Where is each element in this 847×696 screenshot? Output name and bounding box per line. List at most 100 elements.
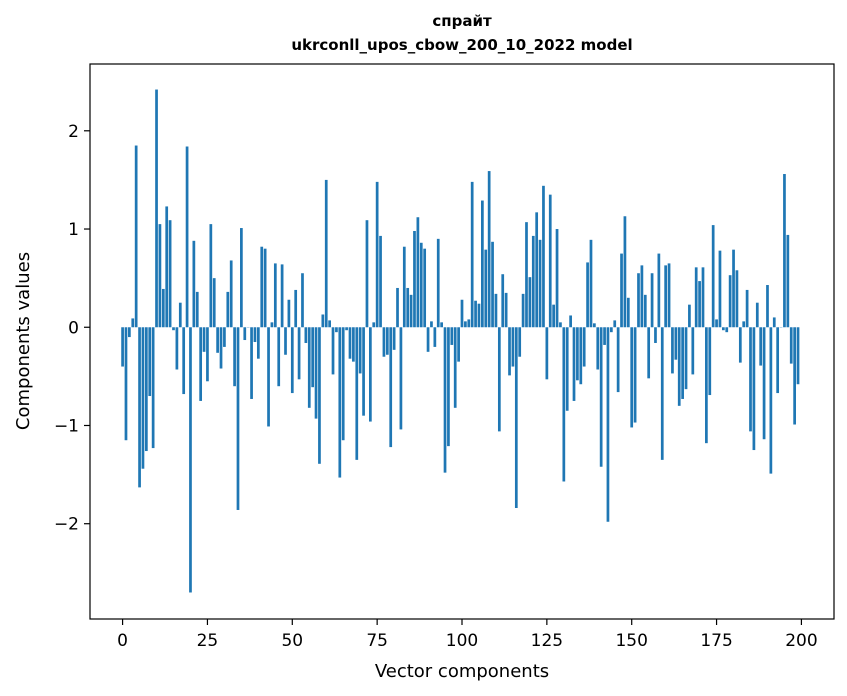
bar	[263, 248, 267, 328]
bar	[216, 327, 219, 353]
bar	[572, 327, 576, 401]
bar	[379, 235, 382, 328]
bar	[426, 327, 430, 352]
bar	[776, 327, 780, 394]
bar	[352, 327, 355, 362]
bar	[535, 212, 539, 328]
bar	[121, 327, 124, 367]
bar	[423, 248, 427, 328]
bar	[202, 327, 206, 352]
bar	[647, 327, 651, 379]
bar	[559, 322, 562, 328]
bar	[151, 327, 155, 449]
bar	[562, 327, 566, 482]
x-tick-label: 50	[281, 631, 303, 651]
x-tick: 150	[615, 619, 648, 651]
chart-subtitle: ukrconll_upos_cbow_200_10_2022 model	[291, 36, 633, 54]
bar	[226, 291, 230, 328]
bar	[206, 327, 209, 382]
bar	[253, 327, 257, 342]
bar	[311, 327, 315, 388]
bar	[552, 304, 555, 328]
bar	[233, 327, 236, 387]
bar	[314, 327, 318, 419]
bar	[569, 315, 572, 328]
bar	[626, 297, 630, 328]
bar	[443, 327, 447, 473]
bar	[304, 327, 308, 343]
x-tick-label: 175	[700, 631, 732, 651]
y-tick: 0	[68, 318, 90, 338]
bar	[362, 327, 365, 416]
bar	[141, 327, 145, 469]
bar	[762, 327, 766, 440]
x-tick: 75	[366, 619, 388, 651]
x-axis-label: Vector components	[375, 661, 549, 682]
bar	[681, 327, 684, 399]
bar	[338, 327, 342, 478]
bar	[487, 171, 491, 328]
bar	[705, 327, 708, 444]
bar	[796, 327, 800, 385]
x-tick-label: 150	[615, 631, 647, 651]
bar	[372, 322, 376, 328]
bar	[531, 235, 535, 328]
bar	[667, 263, 671, 328]
bar	[165, 206, 169, 328]
bar	[565, 327, 569, 411]
bar	[236, 327, 240, 510]
bar	[460, 299, 464, 328]
bar	[189, 327, 192, 593]
bar	[436, 238, 440, 328]
bar	[752, 327, 756, 451]
bar	[660, 327, 664, 460]
x-tick-label: 75	[366, 631, 388, 651]
bar	[749, 327, 752, 432]
bar	[772, 317, 776, 328]
bar	[375, 181, 379, 328]
bar	[643, 294, 647, 328]
bar	[240, 228, 243, 328]
bar	[124, 327, 128, 441]
bar	[168, 220, 172, 328]
bar	[525, 222, 528, 328]
bar	[518, 327, 522, 357]
y-tick-label: −1	[54, 416, 79, 436]
bar	[185, 146, 189, 328]
bar	[650, 273, 654, 328]
bar	[297, 327, 301, 380]
bar	[637, 273, 640, 328]
bar	[474, 300, 477, 328]
bars-group	[121, 89, 800, 593]
bar	[172, 327, 175, 331]
bar	[209, 224, 213, 328]
bar	[511, 327, 515, 367]
bar	[273, 263, 277, 328]
bar	[501, 274, 505, 328]
bar	[711, 225, 715, 328]
bar	[688, 304, 691, 328]
bar	[290, 327, 294, 394]
bar	[155, 89, 158, 328]
y-tick-label: 1	[68, 220, 79, 240]
y-tick: −1	[54, 416, 90, 436]
bar	[769, 327, 773, 474]
bar	[735, 270, 739, 328]
bar	[250, 327, 253, 399]
bar	[267, 327, 270, 427]
y-tick: 2	[68, 122, 90, 142]
bar	[440, 322, 443, 328]
bar	[182, 327, 186, 395]
bar	[138, 327, 141, 488]
bar	[538, 239, 542, 328]
x-tick-label: 200	[785, 631, 817, 651]
bar	[701, 267, 705, 328]
bar	[555, 229, 559, 328]
bar	[399, 327, 403, 430]
bar	[419, 242, 423, 328]
bar	[335, 327, 338, 333]
x-tick: 0	[117, 619, 128, 651]
x-tick: 50	[281, 619, 303, 651]
y-axis-ticks: −2 −1 0 1 2	[54, 122, 90, 535]
bar	[345, 327, 348, 331]
